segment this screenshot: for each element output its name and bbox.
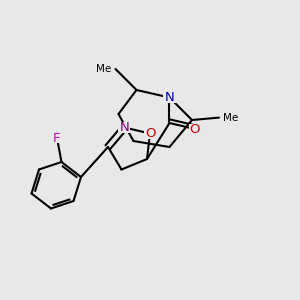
Text: F: F: [53, 131, 61, 145]
FancyBboxPatch shape: [189, 124, 201, 134]
FancyBboxPatch shape: [163, 92, 176, 103]
Text: Me: Me: [96, 64, 111, 74]
Text: N: N: [120, 121, 129, 134]
Text: Me: Me: [224, 112, 239, 123]
FancyBboxPatch shape: [52, 133, 62, 143]
Text: N: N: [165, 91, 174, 104]
FancyBboxPatch shape: [118, 122, 130, 133]
FancyBboxPatch shape: [144, 128, 156, 139]
Text: O: O: [190, 122, 200, 136]
Text: O: O: [145, 127, 155, 140]
